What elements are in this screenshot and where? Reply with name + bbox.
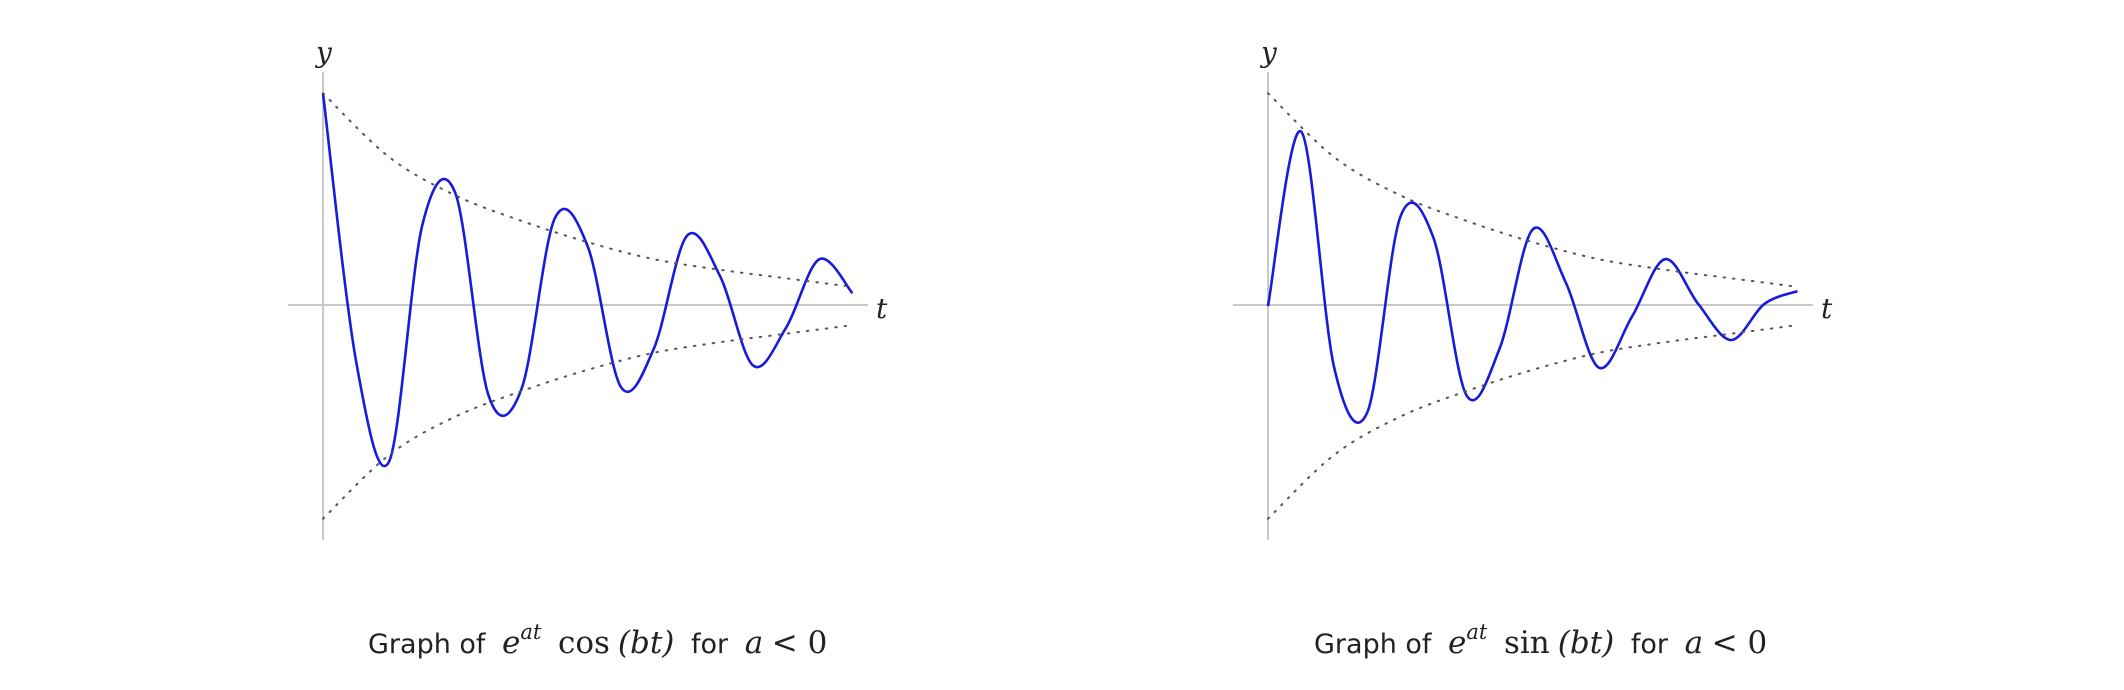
function-curve	[321, 93, 854, 468]
caption-prefix: Graph of	[368, 629, 486, 660]
caption-condition-var: a	[1684, 625, 1704, 661]
caption-argument: (bt)	[1557, 625, 1615, 661]
caption-exp-base: e	[1448, 625, 1467, 661]
x-axis-label: t	[876, 292, 888, 325]
chart-2-series	[1266, 92, 1799, 520]
envelope-line	[1267, 324, 1799, 520]
caption-exp-power: at	[1466, 620, 1488, 644]
y-axis-label: y	[1259, 36, 1278, 69]
caption-condition-var: a	[744, 625, 764, 661]
chart-2-caption: Graph of eat sin (bt) for a < 0	[1314, 620, 1768, 661]
caption-exp-base: e	[502, 625, 521, 661]
envelope-line	[322, 324, 854, 520]
chart-1-caption: Graph of eat cos (bt) for a < 0	[368, 620, 828, 661]
caption-exp-power: at	[520, 620, 542, 644]
caption-func-name: sin	[1503, 625, 1550, 661]
envelope-line	[1267, 92, 1799, 288]
chart-cosine: y t	[288, 36, 888, 540]
caption-connector: for	[690, 629, 729, 660]
envelope-line	[322, 92, 854, 288]
function-curve	[1266, 130, 1798, 424]
chart-sine: y t	[1233, 36, 1833, 540]
caption-func-name: cos	[557, 625, 610, 661]
caption-prefix: Graph of	[1314, 629, 1432, 660]
caption-connector: for	[1630, 629, 1668, 660]
x-axis-label: t	[1821, 292, 1833, 325]
caption-argument: (bt)	[617, 625, 675, 661]
caption-condition-rest: < 0	[1711, 625, 1768, 661]
chart-1-series	[321, 92, 854, 520]
caption-condition-rest: < 0	[771, 625, 828, 661]
y-axis-label: y	[314, 36, 333, 69]
